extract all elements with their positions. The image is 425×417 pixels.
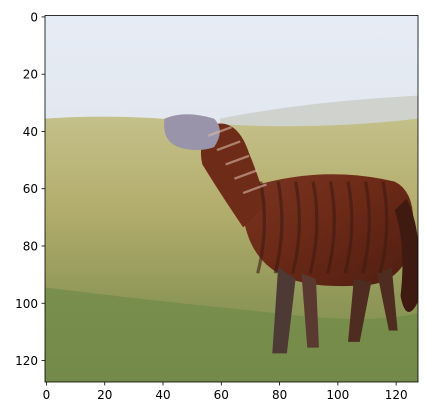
stripe xyxy=(256,181,266,274)
y-tick-label: 80 xyxy=(23,239,38,253)
y-tick-label: 40 xyxy=(23,125,38,139)
x-tick-label: 40 xyxy=(155,388,170,402)
x-tick-label: 60 xyxy=(214,388,229,402)
stripe xyxy=(343,181,354,274)
grass-front xyxy=(45,287,418,382)
horse-tail xyxy=(394,198,418,312)
horse-body xyxy=(243,174,414,287)
x-tick-label: 80 xyxy=(272,388,287,402)
stripe xyxy=(207,126,232,137)
y-tick-label: 100 xyxy=(15,297,38,311)
horse-leg xyxy=(377,267,398,331)
horse-head xyxy=(164,114,220,151)
horse-leg xyxy=(301,273,319,348)
stripe xyxy=(291,181,301,274)
horse-leg xyxy=(272,267,296,354)
x-tick-label: 20 xyxy=(97,388,112,402)
y-tick-label: 120 xyxy=(15,354,38,368)
axes-frame xyxy=(44,15,419,383)
y-tick-label: 0 xyxy=(30,10,38,24)
stripe xyxy=(242,183,267,195)
x-tick-label: 120 xyxy=(385,388,408,402)
stripe xyxy=(225,154,250,166)
x-tick-label: 0 xyxy=(43,388,51,402)
stripe xyxy=(308,181,319,274)
stripe xyxy=(216,140,241,152)
x-tick-label: 100 xyxy=(326,388,349,402)
stripe xyxy=(273,181,284,274)
stripe xyxy=(326,181,336,274)
y-tick-label: 20 xyxy=(23,68,38,82)
stripe xyxy=(234,169,259,180)
image xyxy=(45,15,418,382)
stripe xyxy=(361,181,371,274)
y-tick-label: 60 xyxy=(23,182,38,196)
stripe xyxy=(378,181,389,274)
horse-leg xyxy=(348,278,372,342)
